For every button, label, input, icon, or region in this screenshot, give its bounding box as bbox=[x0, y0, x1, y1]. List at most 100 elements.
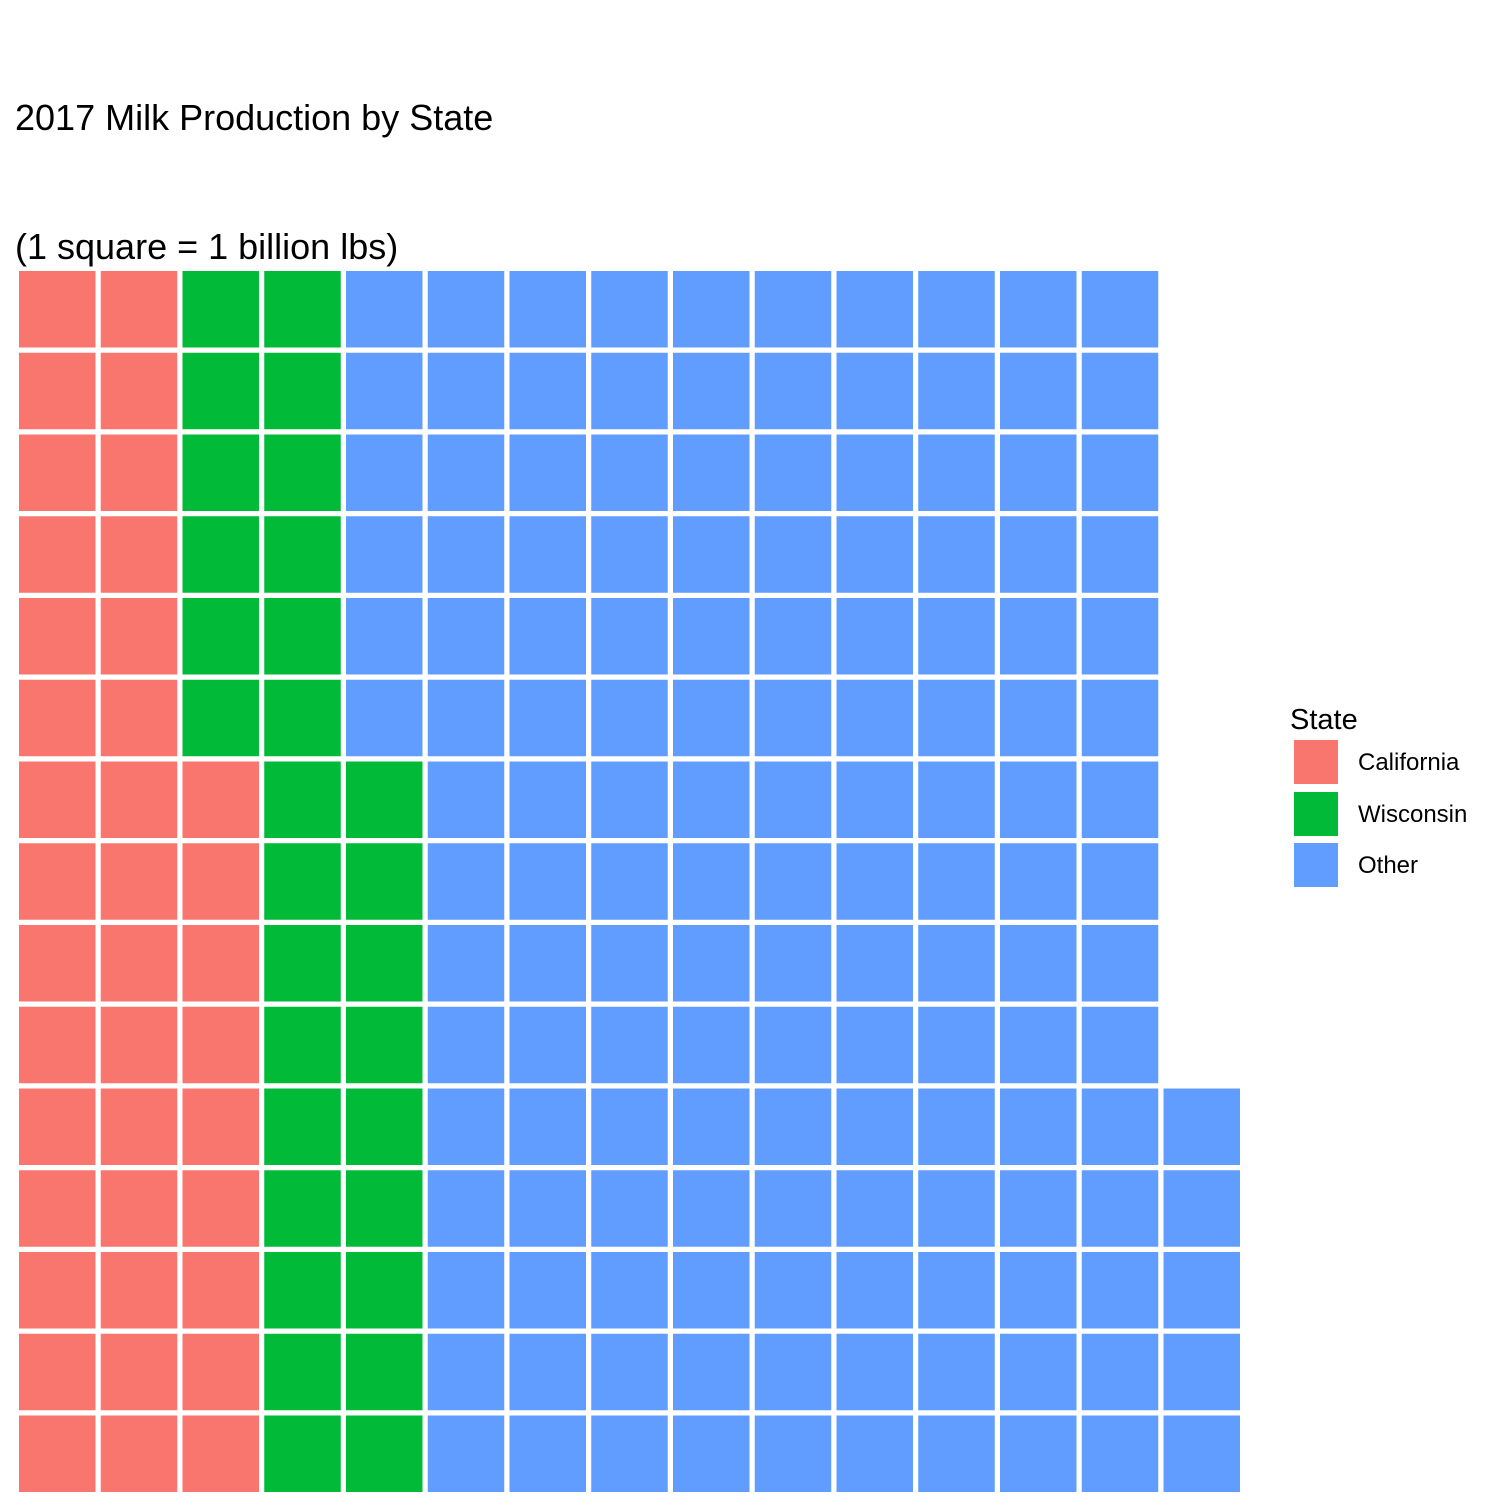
waffle-square-california bbox=[182, 843, 259, 920]
waffle-square-other bbox=[346, 352, 423, 430]
waffle-square-california bbox=[19, 843, 96, 920]
waffle-square-other bbox=[918, 1088, 995, 1165]
waffle-square-wisconsin bbox=[264, 679, 341, 757]
waffle-square-other bbox=[918, 1170, 995, 1247]
waffle-square-other bbox=[754, 271, 832, 348]
waffle-square-other bbox=[1163, 1170, 1240, 1247]
legend-item-other: Other bbox=[1290, 843, 1418, 895]
waffle-square-other bbox=[673, 761, 750, 838]
waffle-square-other bbox=[427, 598, 505, 675]
waffle-square-other bbox=[673, 1252, 750, 1329]
waffle-square-other bbox=[918, 1006, 995, 1084]
waffle-square-california bbox=[19, 434, 96, 511]
waffle-square-other bbox=[918, 1415, 995, 1492]
waffle-square-wisconsin bbox=[264, 843, 341, 920]
waffle-square-wisconsin bbox=[346, 925, 423, 1002]
waffle-square-other bbox=[346, 271, 423, 348]
waffle-square-california bbox=[19, 1252, 96, 1329]
waffle-square-other bbox=[1000, 1415, 1077, 1492]
waffle-square-other bbox=[918, 271, 995, 348]
legend: State California Wisconsin Other bbox=[1290, 700, 1467, 895]
waffle-square-wisconsin bbox=[182, 516, 259, 593]
waffle-chart bbox=[19, 271, 1240, 1492]
waffle-square-other bbox=[673, 1170, 750, 1247]
waffle-square-other bbox=[509, 1252, 586, 1329]
waffle-square-other bbox=[1081, 1006, 1159, 1084]
waffle-square-other bbox=[836, 1170, 913, 1247]
waffle-square-other bbox=[427, 761, 505, 838]
waffle-square-wisconsin bbox=[264, 1252, 341, 1329]
waffle-square-other bbox=[754, 1170, 832, 1247]
waffle-square-other bbox=[509, 352, 586, 430]
waffle-square-other bbox=[918, 434, 995, 511]
waffle-square-other bbox=[754, 679, 832, 757]
waffle-square-other bbox=[754, 352, 832, 430]
waffle-square-other bbox=[346, 598, 423, 675]
waffle-square-other bbox=[509, 271, 586, 348]
waffle-square-other bbox=[754, 1006, 832, 1084]
waffle-square-wisconsin bbox=[264, 1333, 341, 1411]
waffle-square-other bbox=[1000, 761, 1077, 838]
waffle-square-other bbox=[673, 352, 750, 430]
waffle-square-california bbox=[19, 679, 96, 757]
waffle-square-other bbox=[1081, 1415, 1159, 1492]
waffle-square-other bbox=[509, 679, 586, 757]
waffle-square-other bbox=[836, 843, 913, 920]
waffle-square-other bbox=[346, 679, 423, 757]
waffle-square-california bbox=[19, 271, 96, 348]
waffle-square-other bbox=[754, 843, 832, 920]
waffle-square-wisconsin bbox=[264, 434, 341, 511]
waffle-square-other bbox=[591, 516, 668, 593]
waffle-square-california bbox=[182, 1333, 259, 1411]
waffle-square-other bbox=[754, 761, 832, 838]
waffle-square-other bbox=[836, 1252, 913, 1329]
chart-title-line-1: 2017 Milk Production by State bbox=[15, 97, 494, 138]
waffle-square-other bbox=[1000, 1333, 1077, 1411]
waffle-square-other bbox=[427, 925, 505, 1002]
waffle-square-other bbox=[1081, 761, 1159, 838]
waffle-square-other bbox=[1000, 1252, 1077, 1329]
waffle-square-other bbox=[591, 679, 668, 757]
waffle-square-other bbox=[1081, 1252, 1159, 1329]
waffle-square-other bbox=[673, 271, 750, 348]
waffle-square-other bbox=[591, 1170, 668, 1247]
waffle-square-california bbox=[19, 1333, 96, 1411]
waffle-square-california bbox=[100, 271, 178, 348]
waffle-square-other bbox=[509, 1333, 586, 1411]
waffle-square-other bbox=[509, 434, 586, 511]
waffle-square-other bbox=[836, 271, 913, 348]
waffle-square-wisconsin bbox=[264, 352, 341, 430]
legend-title: State bbox=[1290, 704, 1358, 736]
waffle-square-other bbox=[918, 516, 995, 593]
waffle-square-california bbox=[100, 679, 178, 757]
waffle-square-other bbox=[836, 761, 913, 838]
chart-title-line-2: (1 square = 1 billion lbs) bbox=[15, 226, 399, 267]
waffle-square-california bbox=[100, 434, 178, 511]
waffle-square-california bbox=[182, 925, 259, 1002]
waffle-square-other bbox=[427, 271, 505, 348]
waffle-square-other bbox=[754, 1088, 832, 1165]
waffle-square-california bbox=[100, 1088, 178, 1165]
legend-label: Other bbox=[1358, 852, 1419, 879]
waffle-square-other bbox=[427, 516, 505, 593]
waffle-square-other bbox=[591, 598, 668, 675]
waffle-square-other bbox=[918, 1252, 995, 1329]
waffle-square-other bbox=[427, 1252, 505, 1329]
waffle-square-california bbox=[182, 761, 259, 838]
waffle-square-other bbox=[836, 1415, 913, 1492]
waffle-square-other bbox=[591, 434, 668, 511]
waffle-square-other bbox=[591, 1088, 668, 1165]
waffle-square-other bbox=[1163, 1088, 1240, 1165]
waffle-square-wisconsin bbox=[264, 761, 341, 838]
waffle-square-other bbox=[673, 598, 750, 675]
waffle-square-other bbox=[427, 1170, 505, 1247]
legend-swatch bbox=[1294, 740, 1338, 784]
waffle-square-other bbox=[918, 925, 995, 1002]
waffle-square-california bbox=[19, 761, 96, 838]
waffle-square-other bbox=[918, 761, 995, 838]
waffle-square-other bbox=[1081, 352, 1159, 430]
waffle-square-other bbox=[754, 1415, 832, 1492]
waffle-square-other bbox=[509, 843, 586, 920]
waffle-square-wisconsin bbox=[264, 598, 341, 675]
waffle-square-other bbox=[346, 434, 423, 511]
